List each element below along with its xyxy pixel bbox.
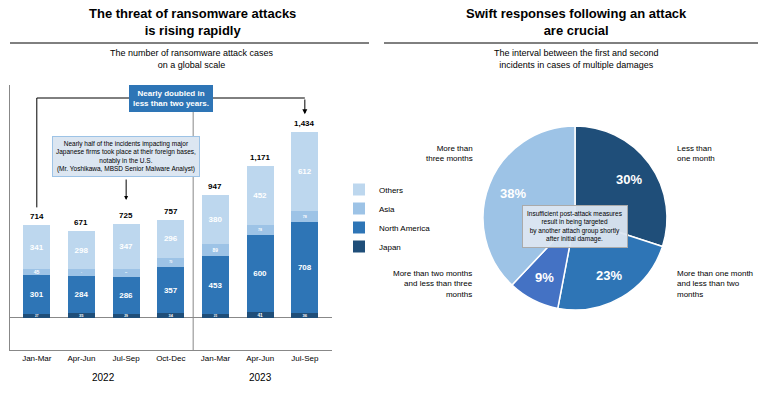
svg-text:301: 301 (30, 290, 44, 299)
svg-text:25: 25 (214, 314, 218, 318)
svg-text:54: 54 (81, 271, 82, 273)
svg-text:The threat of ransomware attac: The threat of ransomware attacksis risin… (89, 6, 296, 38)
svg-text:Jul-Sep: Jul-Sep (291, 354, 319, 363)
svg-text:Japan: Japan (379, 243, 401, 252)
svg-text:Others: Others (379, 186, 403, 195)
svg-text:78: 78 (258, 228, 262, 232)
svg-text:Asia: Asia (379, 205, 395, 214)
svg-text:36: 36 (302, 313, 307, 318)
svg-text:38%: 38% (500, 186, 526, 201)
svg-text:Jan-Mar: Jan-Mar (22, 354, 52, 363)
svg-text:347: 347 (119, 242, 133, 251)
svg-text:671: 671 (74, 218, 88, 227)
svg-text:41: 41 (257, 313, 263, 318)
svg-text:757: 757 (164, 207, 178, 216)
svg-text:The number of ransomware attac: The number of ransomware attack caseson … (110, 48, 274, 70)
svg-text:296: 296 (164, 234, 178, 243)
svg-text:725: 725 (119, 211, 133, 220)
svg-text:Nearly half of the incidents i: Nearly half of the incidents impacting m… (56, 140, 196, 173)
svg-text:35: 35 (79, 313, 84, 318)
svg-text:9%: 9% (535, 270, 554, 285)
svg-text:63: 63 (125, 271, 127, 273)
svg-text:612: 612 (298, 167, 312, 176)
svg-text:More than one monthand less th: More than one monthand less than twomont… (677, 269, 753, 299)
svg-text:45: 45 (34, 269, 40, 275)
svg-text:2023: 2023 (249, 372, 272, 383)
svg-text:More thanthree months: More thanthree months (426, 144, 473, 163)
svg-text:2022: 2022 (92, 372, 115, 383)
svg-text:298: 298 (75, 246, 89, 255)
svg-text:286: 286 (119, 291, 133, 300)
svg-text:Jul-Sep: Jul-Sep (113, 354, 141, 363)
svg-text:341: 341 (30, 243, 44, 252)
svg-text:More than two monthsand less t: More than two monthsand less than threem… (393, 269, 473, 299)
svg-text:452: 452 (253, 191, 267, 200)
svg-text:1,171: 1,171 (250, 153, 271, 162)
svg-text:Insufficient post-attack measu: Insufficient post-attack measuresresult … (527, 210, 623, 243)
svg-text:30%: 30% (616, 172, 642, 187)
svg-text:Apr-Jun: Apr-Jun (246, 354, 274, 363)
svg-text:1,434: 1,434 (294, 119, 315, 128)
svg-text:23%: 23% (596, 268, 622, 283)
svg-text:The interval between the first: The interval between the first and secon… (494, 48, 659, 70)
svg-text:453: 453 (209, 281, 223, 290)
svg-text:29: 29 (124, 314, 128, 318)
svg-text:27: 27 (35, 314, 39, 318)
svg-text:600: 600 (253, 269, 267, 278)
svg-text:89: 89 (213, 248, 219, 253)
svg-text:Less thanone month: Less thanone month (677, 144, 715, 163)
svg-text:708: 708 (298, 263, 312, 272)
svg-text:Nearly doubled inless than two: Nearly doubled inless than two years. (133, 89, 209, 108)
svg-text:Apr-Jun: Apr-Jun (67, 354, 95, 363)
svg-text:714: 714 (30, 212, 44, 221)
svg-text:Oct-Dec: Oct-Dec (156, 354, 185, 363)
svg-text:380: 380 (209, 215, 223, 224)
svg-text:North America: North America (379, 224, 430, 233)
svg-text:34: 34 (169, 313, 174, 318)
svg-text:78: 78 (303, 215, 307, 219)
svg-text:Jan-Mar: Jan-Mar (201, 354, 231, 363)
svg-text:947: 947 (208, 182, 222, 191)
svg-text:70: 70 (169, 260, 173, 264)
svg-text:Swift responses following an a: Swift responses following an attackare c… (466, 6, 687, 38)
svg-text:284: 284 (75, 290, 89, 299)
svg-text:357: 357 (164, 286, 178, 295)
